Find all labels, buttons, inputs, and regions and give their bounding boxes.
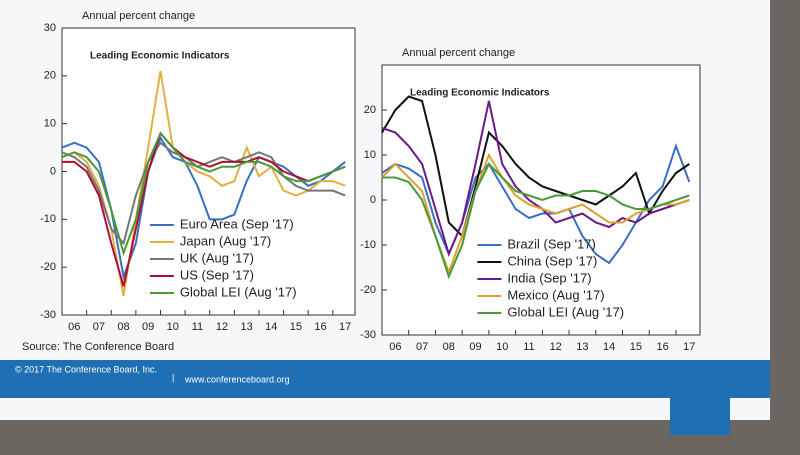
x-tick-label: 08 <box>117 321 129 333</box>
x-tick-label: 11 <box>192 321 203 333</box>
x-tick-label: 12 <box>550 341 562 353</box>
y-tick-label: -10 <box>40 213 56 225</box>
x-tick-label: 16 <box>656 341 668 353</box>
legend-label: UK (Aug '17) <box>180 250 254 265</box>
legend-label: India (Sep '17) <box>507 270 591 285</box>
series-line <box>381 95 690 238</box>
y-tick-label: -20 <box>360 284 376 296</box>
x-tick-label: 15 <box>630 341 642 353</box>
y-tick-label: 20 <box>364 104 376 116</box>
legend-label: US (Sep '17) <box>180 267 254 282</box>
x-tick-label: 13 <box>576 341 588 353</box>
series-line <box>61 131 346 257</box>
series-line <box>381 142 691 265</box>
chart-title: Leading Economic Indicators <box>90 51 230 62</box>
legend-label: China (Sep '17) <box>507 253 597 268</box>
x-tick-label: 10 <box>496 341 508 353</box>
source: Source: The Conference Board <box>22 341 174 353</box>
separator: | <box>172 372 174 382</box>
legend-label: Brazil (Sep '17) <box>507 236 595 251</box>
x-tick-label: 17 <box>339 321 351 333</box>
y-tick-label: 10 <box>364 149 376 161</box>
x-tick-label: 14 <box>603 341 615 353</box>
footer-band <box>0 360 770 398</box>
y-tick-label: 0 <box>50 165 56 177</box>
x-tick-label: 07 <box>93 321 105 333</box>
y-tick-label: -30 <box>360 329 376 341</box>
x-tick-label: 08 <box>443 341 455 353</box>
x-tick-label: 17 <box>683 341 695 353</box>
series-line <box>382 162 690 280</box>
x-tick-label: 06 <box>68 321 80 333</box>
legend-label: Global LEI (Aug '17) <box>180 284 297 299</box>
y-tick-label: 20 <box>44 70 56 82</box>
y-tick-label: 0 <box>370 194 376 206</box>
x-tick-label: 13 <box>241 321 253 333</box>
x-tick-label: 06 <box>389 341 401 353</box>
legend-label: Mexico (Aug '17) <box>507 287 604 302</box>
series-line <box>381 100 690 257</box>
legend-label: Euro Area (Sep '17) <box>180 216 294 231</box>
x-tick-label: 15 <box>290 321 302 333</box>
y-tick-label: -30 <box>40 309 56 321</box>
x-tick-label: 12 <box>216 321 228 333</box>
x-tick-label: 07 <box>416 341 428 353</box>
x-tick-label: 09 <box>469 341 481 353</box>
series-line <box>62 131 346 287</box>
x-tick-label: 14 <box>265 321 277 333</box>
y-tick-label: -10 <box>360 239 376 251</box>
logo <box>670 395 730 435</box>
x-tick-label: 11 <box>523 341 534 353</box>
y-tick-label: 10 <box>44 118 56 130</box>
x-tick-label: 16 <box>314 321 326 333</box>
y-axis-label: Annual percent change <box>402 47 515 59</box>
x-tick-label: 10 <box>167 321 179 333</box>
y-tick-label: 30 <box>44 22 56 34</box>
legend-label: Japan (Aug '17) <box>180 233 271 248</box>
website: www.conferenceboard.org <box>184 374 290 384</box>
legend-label: Global LEI (Aug '17) <box>507 304 624 319</box>
y-axis-label: Annual percent change <box>82 10 195 22</box>
chart-title: Leading Economic Indicators <box>410 88 550 99</box>
x-tick-label: 09 <box>142 321 154 333</box>
y-tick-label: -20 <box>40 261 56 273</box>
copyright: © 2017 The Conference Board, Inc. <box>15 364 157 374</box>
